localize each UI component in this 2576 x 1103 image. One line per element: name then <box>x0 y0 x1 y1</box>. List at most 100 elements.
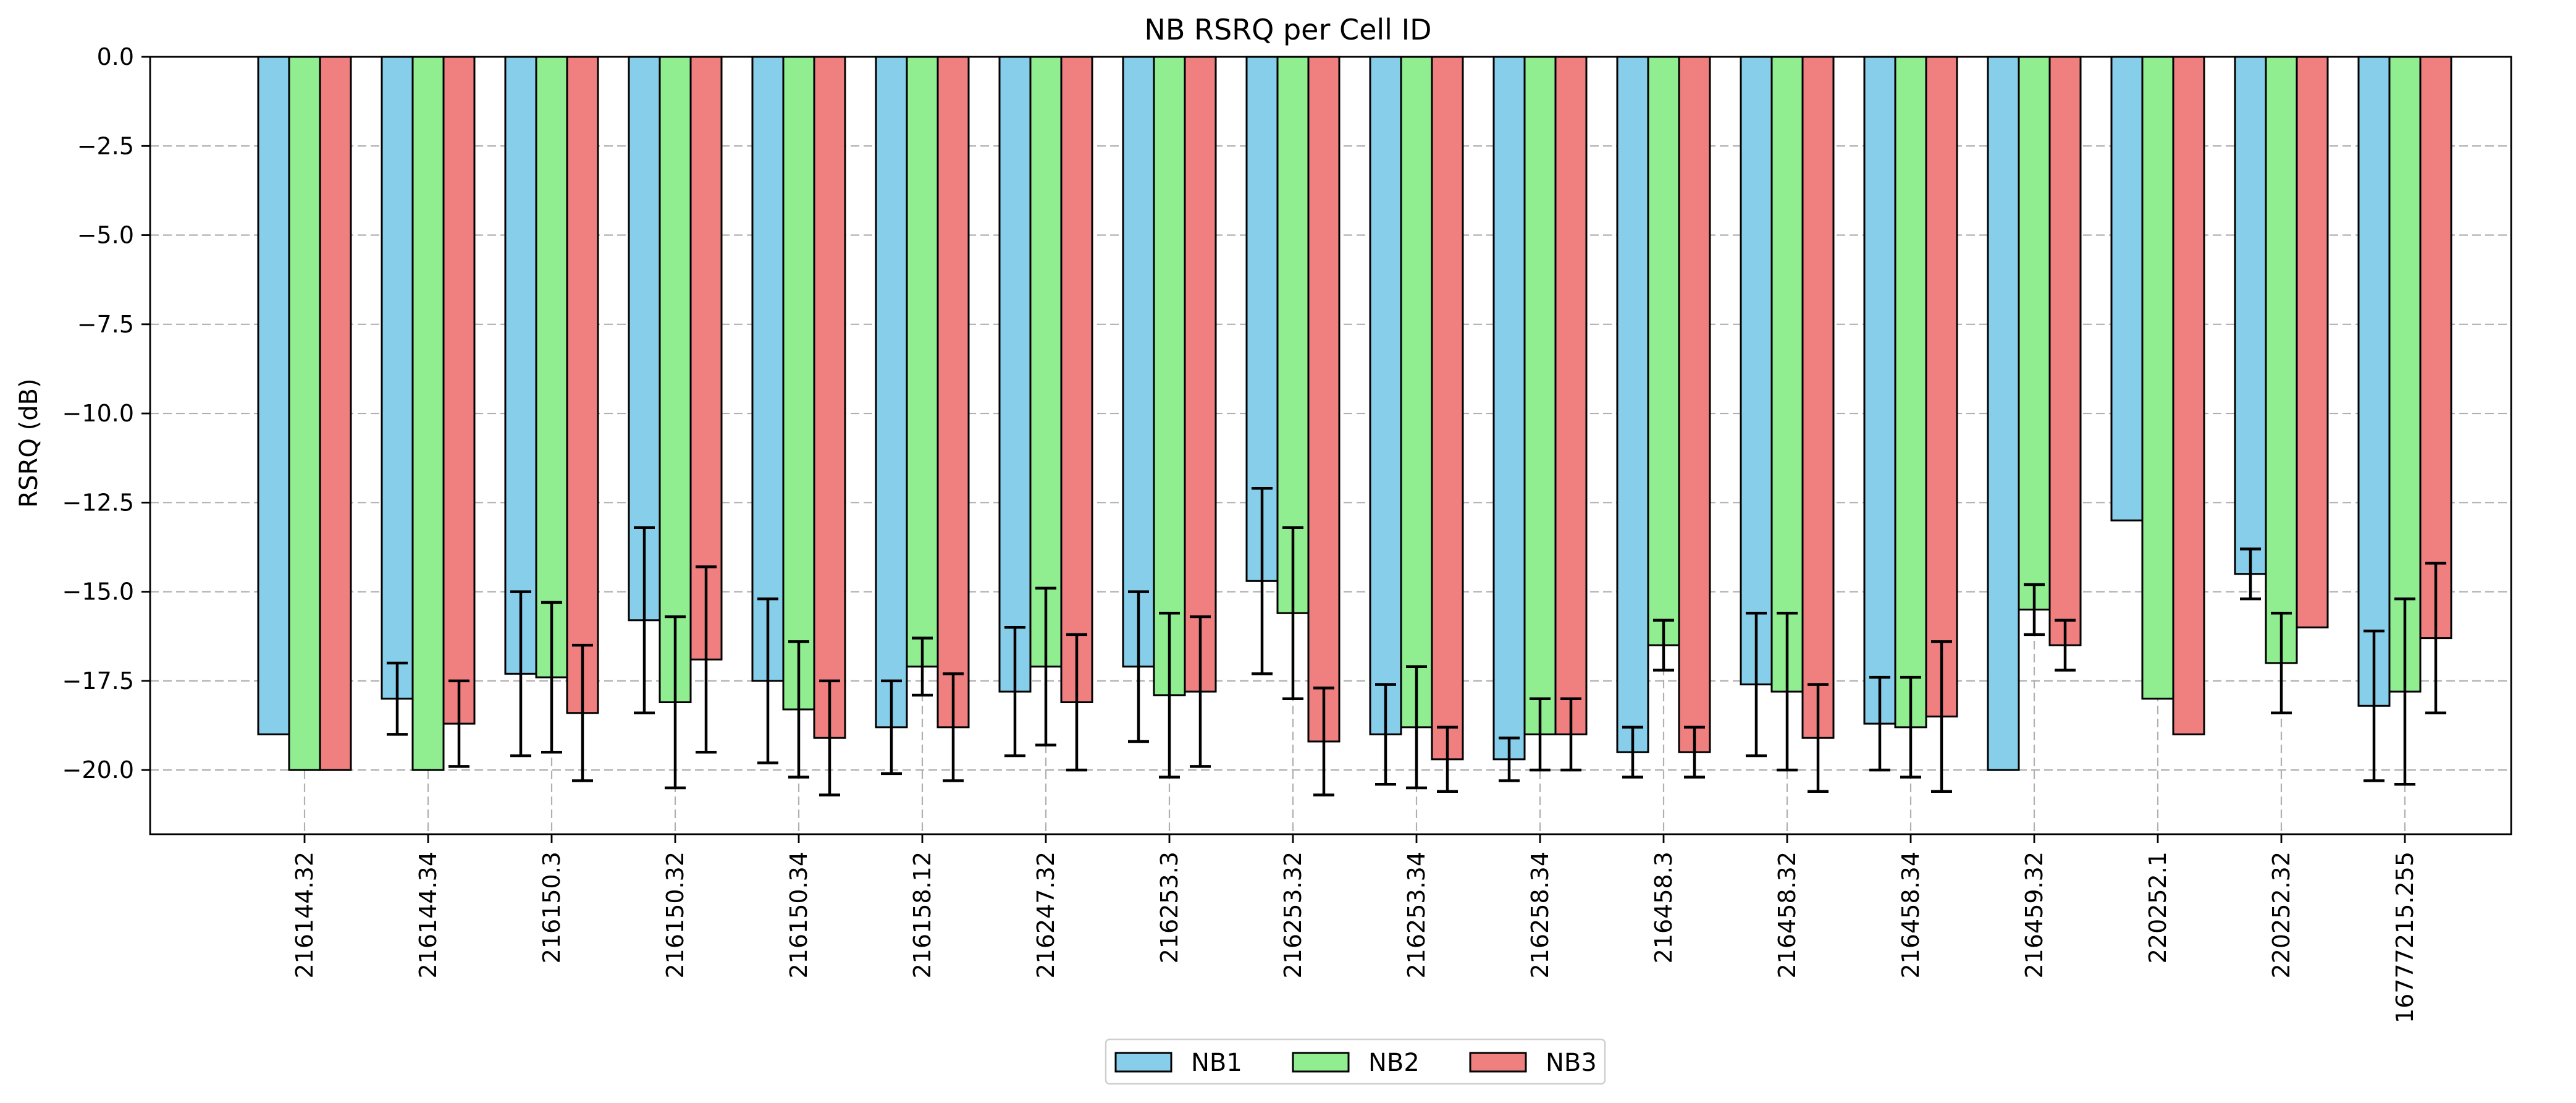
error-bar-nb2-216247.32 <box>1035 586 1056 746</box>
bar-nb2-16777215.255 <box>2388 56 2422 693</box>
error-bar-nb1-216158.12 <box>881 679 902 775</box>
error-bars <box>387 486 2446 797</box>
bar-nb1-216144.34 <box>381 56 414 700</box>
bar-nb3-220252.32 <box>2296 56 2329 628</box>
error-bar-nb2-216258.34 <box>1530 697 1551 772</box>
error-bar-nb2-216150.34 <box>788 640 809 779</box>
y-tick-label: −5.0 <box>77 222 134 249</box>
bar-nb3-216144.32 <box>319 56 352 771</box>
y-tick-label: −2.5 <box>77 132 134 159</box>
error-bar-nb3-216158.12 <box>943 672 964 782</box>
bar-nb1-216150.34 <box>751 56 785 682</box>
bar-nb3-216158.12 <box>937 56 970 729</box>
error-bar-nb1-216144.34 <box>387 661 408 736</box>
bar-nb1-216144.32 <box>257 56 290 735</box>
x-tick-label: 216150.3 <box>538 852 565 963</box>
error-bar-nb3-216253.3 <box>1190 615 1211 768</box>
bar-nb3-220252.1 <box>2172 56 2205 735</box>
error-bar-nb2-16777215.255 <box>2394 597 2415 786</box>
x-tick-label: 220252.32 <box>2268 852 2295 979</box>
bar-nb3-216253.34 <box>1431 56 1464 761</box>
error-bar-nb2-216253.3 <box>1159 611 1180 779</box>
error-bar-nb3-216150.32 <box>696 565 717 754</box>
x-tick-label: 216258.34 <box>1526 852 1554 979</box>
bar-nb3-216150.34 <box>813 56 846 739</box>
x-tick-label: 216458.32 <box>1774 852 1801 979</box>
bar-nb2-220252.1 <box>2141 56 2174 700</box>
error-bar-nb3-216459.32 <box>2055 619 2076 672</box>
bar-nb3-216144.34 <box>442 56 476 725</box>
legend-swatch <box>1292 1052 1350 1073</box>
error-bar-nb1-216253.32 <box>1252 486 1273 675</box>
bar-nb3-216458.34 <box>1925 56 1958 718</box>
x-tick-label: 216150.34 <box>785 852 812 979</box>
error-bar-nb2-216458.3 <box>1653 619 1674 672</box>
x-tick-label: 216458.34 <box>1897 852 1924 979</box>
y-tick-label: −12.5 <box>62 489 134 516</box>
error-bar-nb1-216258.34 <box>1499 736 1520 782</box>
bar-nb2-216150.32 <box>659 56 692 703</box>
bars <box>257 56 2452 771</box>
error-bar-nb3-216458.34 <box>1931 640 1952 793</box>
y-tick-label: −17.5 <box>62 667 134 695</box>
legend-entry-nb3: NB3 <box>1469 1049 1597 1077</box>
bar-nb1-216253.34 <box>1369 56 1402 735</box>
bar-nb1-16777215.255 <box>2357 56 2391 707</box>
bar-nb2-216458.32 <box>1770 56 1804 693</box>
bar-nb1-216458.34 <box>1863 56 1896 725</box>
bar-nb2-216458.3 <box>1647 56 1680 646</box>
bar-nb1-216253.3 <box>1122 56 1155 668</box>
bar-nb1-216158.12 <box>875 56 908 729</box>
bar-nb3-216253.3 <box>1184 56 1217 693</box>
bar-nb3-216458.32 <box>1801 56 1835 739</box>
bar-nb1-216458.32 <box>1740 56 1773 686</box>
error-bar-nb3-216458.3 <box>1684 725 1705 779</box>
bar-nb1-220252.32 <box>2234 56 2267 575</box>
bar-nb2-216150.3 <box>535 56 568 678</box>
error-bar-nb1-216458.32 <box>1746 611 1767 758</box>
bar-nb3-216459.32 <box>2048 56 2082 646</box>
error-bar-nb2-216150.32 <box>665 615 686 790</box>
x-tick-label: 220252.1 <box>2144 852 2171 963</box>
x-tick-label: 16777215.255 <box>2391 852 2418 1023</box>
error-bar-nb2-216253.34 <box>1406 665 1427 790</box>
y-tick-label: −15.0 <box>62 578 134 606</box>
legend-entry-nb2: NB2 <box>1292 1049 1420 1077</box>
bar-nb1-220252.1 <box>2110 56 2144 522</box>
error-bar-nb1-216458.34 <box>1869 675 1890 772</box>
bar-nb2-216150.34 <box>782 56 815 711</box>
bar-nb3-216253.32 <box>1307 56 1341 743</box>
bar-nb2-216144.32 <box>288 56 321 771</box>
x-tick-label: 216144.32 <box>291 852 318 979</box>
bar-nb2-216459.32 <box>2018 56 2051 611</box>
bar-nb2-216258.34 <box>1523 56 1557 735</box>
bar-nb3-216150.3 <box>566 56 599 714</box>
legend-swatch <box>1469 1052 1527 1073</box>
legend-label: NB3 <box>1546 1049 1597 1077</box>
error-bar-nb3-16777215.255 <box>2425 562 2446 715</box>
error-bar-nb1-16777215.255 <box>2363 629 2384 782</box>
y-axis: 0.0 −2.5 −5.0 −7.5 −10.0 −12.5 −15.0 −17.5 −20.0 <box>62 43 150 784</box>
bar-nb2-216458.34 <box>1894 56 1927 729</box>
legend-label: NB2 <box>1368 1049 1420 1077</box>
error-bar-nb3-216150.3 <box>572 643 593 782</box>
error-bar-nb3-216258.34 <box>1560 697 1581 772</box>
error-bar-nb1-216150.32 <box>634 526 655 715</box>
x-tick-label: 216247.32 <box>1032 852 1059 979</box>
x-tick-label: 216458.3 <box>1650 852 1677 963</box>
legend-frame <box>1105 1038 1606 1085</box>
x-tick-label: 216150.32 <box>662 852 689 979</box>
error-bar-nb2-216458.34 <box>1900 675 1921 779</box>
error-bar-nb3-216247.32 <box>1066 633 1087 772</box>
error-bar-nb3-216253.34 <box>1437 725 1458 793</box>
error-bar-nb1-220252.32 <box>2240 547 2261 601</box>
error-bar-nb1-216253.3 <box>1128 590 1149 743</box>
bar-nb2-216247.32 <box>1029 56 1063 668</box>
x-tick-label: 216144.34 <box>415 852 442 979</box>
bar-nb3-216247.32 <box>1060 56 1093 703</box>
legend-entry-nb1: NB1 <box>1114 1049 1242 1077</box>
bar-nb2-216144.34 <box>411 56 445 771</box>
bar-nb1-216258.34 <box>1492 56 1526 761</box>
y-tick-label: 0.0 <box>97 43 134 70</box>
